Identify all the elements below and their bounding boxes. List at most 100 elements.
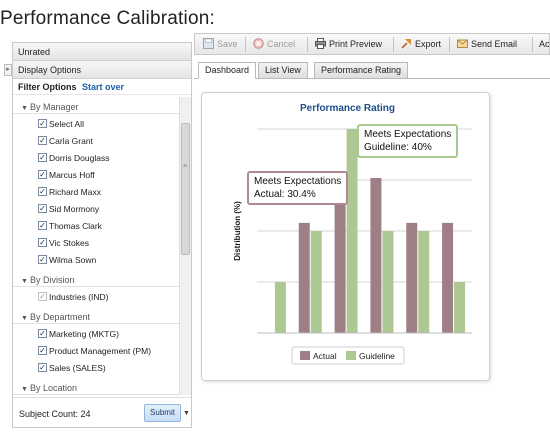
- filter-scrollbar[interactable]: ≡: [179, 97, 191, 395]
- tab-dashboard[interactable]: Dashboard: [198, 62, 257, 79]
- save-button[interactable]: Save: [203, 37, 238, 52]
- export-icon: [401, 39, 411, 49]
- filter-checkbox-item[interactable]: ✓ Industries (IND): [13, 290, 179, 307]
- cancel-icon: [253, 38, 264, 49]
- checkbox: ✓: [38, 292, 47, 301]
- checkbox[interactable]: ✓: [38, 119, 47, 128]
- checkbox-label: Vic Stokes: [49, 238, 90, 248]
- bar-actual-6: [442, 222, 454, 333]
- filter-checkbox-item[interactable]: ✓ Product Management (PM): [13, 344, 179, 361]
- filter-checkbox-item[interactable]: ✓ Vic Stokes: [13, 236, 179, 253]
- bar-guideline-1: [274, 282, 286, 333]
- start-over-link[interactable]: Start over: [82, 82, 125, 92]
- legend-swatch-guideline: [346, 351, 356, 360]
- bar-actual-5: [406, 222, 418, 333]
- callout-guideline: Meets Expectations Guideline: 40%: [357, 124, 459, 158]
- toolbar-divider: [393, 37, 394, 52]
- filter-checkbox-item[interactable]: ✓ Marcus Hoff: [13, 168, 179, 185]
- checkbox-label: Sales (SALES): [49, 363, 106, 373]
- filter-group-header[interactable]: ▼ By Division: [13, 273, 179, 287]
- cancel-label: Cancel: [267, 39, 296, 49]
- checkbox[interactable]: ✓: [38, 346, 47, 355]
- export-button[interactable]: Export: [401, 37, 441, 52]
- collapse-caret-icon[interactable]: ▼: [21, 315, 28, 322]
- bar-guideline-3: [346, 129, 358, 333]
- checkbox[interactable]: ✓: [38, 153, 47, 162]
- checkbox[interactable]: ✓: [38, 238, 47, 247]
- checkbox[interactable]: ✓: [38, 136, 47, 145]
- collapse-caret-icon[interactable]: ▼: [21, 386, 28, 393]
- filter-checkbox-item[interactable]: ✓ Richard Maxx: [13, 185, 179, 202]
- filter-group-title: By Department: [29, 312, 90, 322]
- filter-checkbox-item[interactable]: ✓ Wilma Sown: [13, 253, 179, 270]
- tab-list-view[interactable]: List View: [258, 62, 308, 79]
- display-options-section[interactable]: ▸ Display Options: [4, 61, 191, 79]
- toolbar-divider: [245, 37, 246, 52]
- chart-title: Performance Rating: [300, 103, 395, 114]
- filter-group-header[interactable]: ▼ By Department: [13, 310, 179, 324]
- checkbox-label: Marketing (MKTG): [49, 329, 119, 339]
- filter-group-header[interactable]: ▼ By Manager: [13, 100, 179, 114]
- save-label: Save: [217, 39, 238, 49]
- filter-group-header[interactable]: ▼ By Location: [13, 381, 179, 395]
- checkbox-label: Carla Grant: [49, 136, 93, 146]
- export-label: Export: [415, 39, 442, 49]
- filter-options-label: Filter Options: [18, 82, 77, 92]
- tab-performance-rating[interactable]: Performance Rating: [314, 62, 409, 79]
- submit-button[interactable]: Submit: [144, 404, 181, 422]
- filter-checkbox-item[interactable]: ✓ Select All: [13, 117, 179, 134]
- checkbox-label: Richard Maxx: [49, 187, 101, 197]
- checkbox[interactable]: ✓: [38, 221, 47, 230]
- filter-checkbox-item[interactable]: ✓ Sid Mormony: [13, 202, 179, 219]
- print-preview-button[interactable]: Print Preview: [315, 37, 382, 52]
- save-icon: [203, 38, 214, 49]
- filter-panel: Unrated ▸ Display Options Filter Options…: [4, 42, 192, 428]
- checkbox-label: Industries (IND): [49, 292, 109, 302]
- callout-guideline-line2: Guideline: 40%: [364, 142, 432, 153]
- panel-footer: Subject Count: 24 Submit ▼: [13, 397, 191, 427]
- collapse-caret-icon[interactable]: ▼: [21, 278, 28, 285]
- callout-guideline-line1: Meets Expectations: [364, 129, 452, 140]
- email-icon: [457, 39, 468, 48]
- page-title: Performance Calibration:: [0, 8, 215, 29]
- checkbox[interactable]: ✓: [38, 170, 47, 179]
- checkbox[interactable]: ✓: [38, 255, 47, 264]
- callout-actual-line2: Actual: 30.4%: [254, 189, 316, 200]
- filter-checkbox-item[interactable]: ✓ Sales (SALES): [13, 361, 179, 378]
- y-axis-label: Distribution (%): [233, 201, 242, 261]
- bar-guideline-4: [382, 231, 394, 333]
- checkbox[interactable]: ✓: [38, 329, 47, 338]
- filter-checkbox-item[interactable]: ✓ Carla Grant: [13, 134, 179, 151]
- filter-group-title: By Manager: [29, 102, 79, 112]
- toolbar-divider: [532, 37, 533, 52]
- bar-actual-4: [370, 177, 382, 333]
- legend-label-actual: Actual: [313, 351, 337, 361]
- checkbox-label: Dorris Douglass: [49, 153, 110, 163]
- send-email-label: Send Email: [471, 39, 518, 49]
- cancel-button[interactable]: Cancel: [253, 37, 295, 52]
- printer-icon: [315, 38, 326, 49]
- view-tabs: Dashboard List View Performance Rating: [194, 62, 550, 79]
- checkbox[interactable]: ✓: [38, 363, 47, 372]
- filter-checkbox-item[interactable]: ✓ Dorris Douglass: [13, 151, 179, 168]
- toolbar-divider: [307, 37, 308, 52]
- expand-arrow-icon[interactable]: ▸: [4, 64, 12, 76]
- overflow-button[interactable]: Ac: [539, 39, 550, 49]
- send-email-button[interactable]: Send Email: [457, 37, 517, 52]
- unrated-section[interactable]: Unrated: [13, 43, 191, 61]
- toolbar: Save Cancel Print Preview Export Send Em…: [194, 33, 550, 55]
- checkbox-label: Product Management (PM): [49, 346, 152, 356]
- filter-checkbox-item[interactable]: ✓ Marketing (MKTG): [13, 327, 179, 344]
- collapse-caret-icon[interactable]: ▼: [21, 105, 28, 112]
- chevron-down-icon[interactable]: ▼: [183, 410, 190, 417]
- chart-card: Performance Rating Distribution (%) Actual…: [201, 92, 490, 381]
- checkbox-label: Wilma Sown: [49, 255, 97, 265]
- callout-actual: Meets Expectations Actual: 30.4%: [247, 171, 349, 205]
- scrollbar-thumb[interactable]: [181, 123, 190, 255]
- filter-checkbox-item[interactable]: ✓ Thomas Clark: [13, 219, 179, 236]
- checkbox[interactable]: ✓: [38, 187, 47, 196]
- display-options-label: Display Options: [18, 65, 82, 75]
- checkbox[interactable]: ✓: [38, 204, 47, 213]
- toolbar-divider: [449, 37, 450, 52]
- bar-actual-2: [298, 222, 310, 333]
